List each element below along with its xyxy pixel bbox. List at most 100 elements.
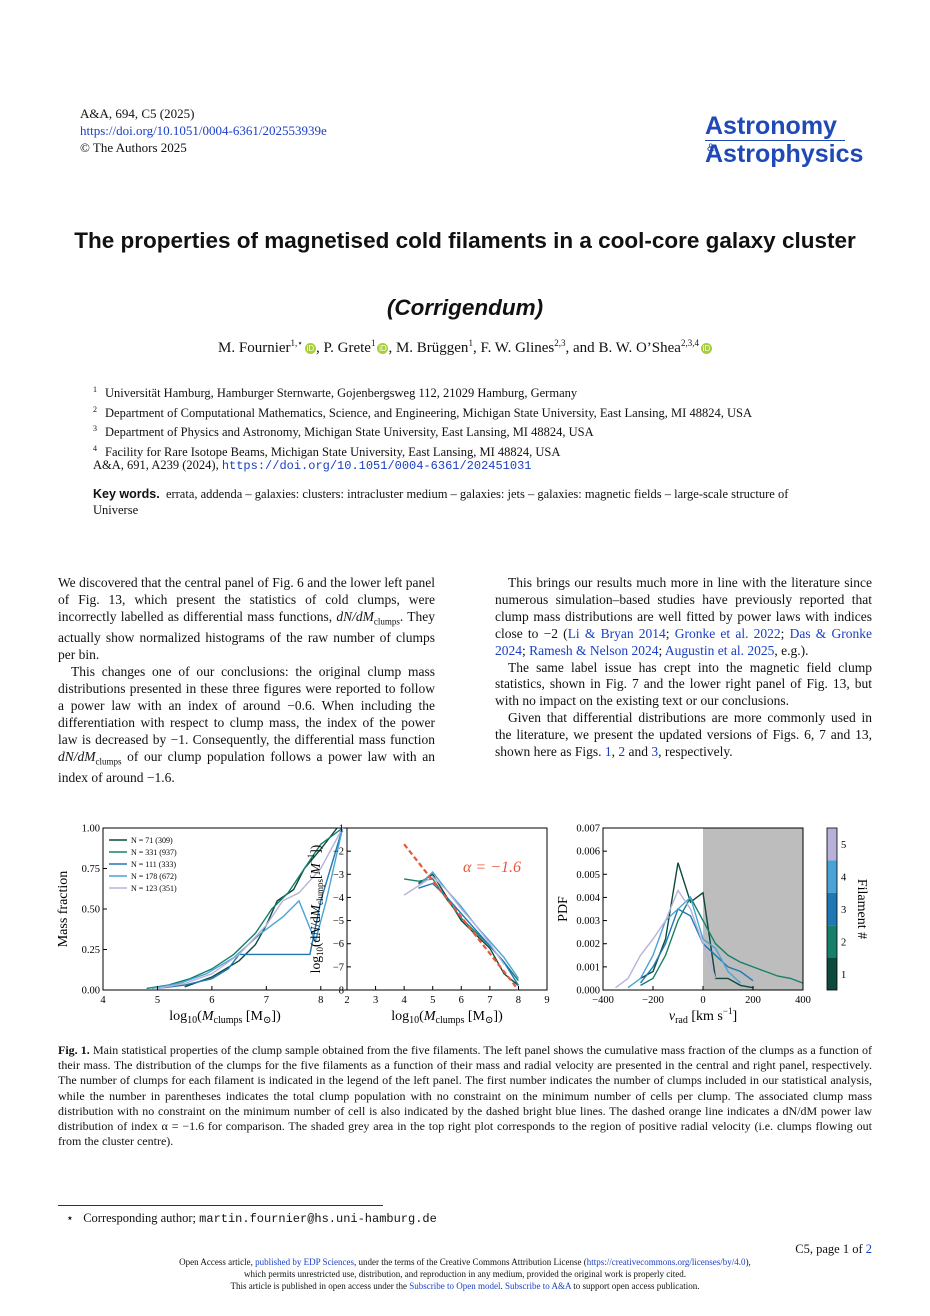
x-tick-label: −200: [642, 995, 664, 1006]
affiliations: 1 Universität Hamburg, Hamburger Sternwar…: [93, 382, 752, 461]
author-email[interactable]: martin.fournier@hs.uni-hamburg.de: [199, 1212, 437, 1226]
legend-label: N = 111 (333): [131, 860, 176, 869]
y-tick-label: −6: [333, 939, 344, 950]
author: M. Fournier1,⋆iD: [218, 338, 316, 356]
orcid-icon[interactable]: iD: [377, 343, 389, 354]
y-tick-label: 0.007: [576, 824, 600, 835]
x-tick-label: −400: [592, 995, 614, 1006]
right-column: This brings our results much more in lin…: [495, 575, 872, 761]
y-tick-label: 0.006: [576, 847, 600, 858]
y-tick-label: −8: [333, 986, 344, 997]
x-tick-label: 8: [516, 995, 521, 1006]
left-xlabel: log10(Mclumps [M⊙]): [169, 1009, 281, 1026]
colorbar-tick-label: 5: [841, 840, 846, 851]
center-axes-frame: [346, 827, 548, 991]
center-panel: 2 3 4 5 6 7 8 9 −8 −7 −6 −5 −4 −3 −2 −1 α = −1.6 log10(…: [306, 824, 550, 1027]
journal-logo[interactable]: Astronomy & Astrophysics: [705, 112, 863, 168]
paper-title: The properties of magnetised cold filame…: [74, 228, 856, 253]
figure-link-1[interactable]: 1: [604, 744, 612, 760]
x-tick-label: 8: [318, 995, 323, 1006]
x-tick-label: 7: [264, 995, 269, 1006]
y-tick-label: 0.75: [82, 864, 100, 875]
y-tick-label: 0.50: [82, 905, 100, 916]
series-line: [184, 827, 338, 988]
series-line: [417, 870, 519, 979]
series-line: [151, 827, 344, 990]
series-line: [157, 827, 344, 990]
x-tick-label: 4: [402, 995, 408, 1006]
filament-colorbar: 1 2 3 4 5: [826, 827, 847, 991]
logo-astrophysics: Astrophysics: [705, 140, 864, 168]
center-ylabel: log10(dN/dMclumps[M−1]): [306, 845, 325, 974]
series-line: [146, 827, 344, 990]
colorbar-tick-label: 4: [841, 873, 847, 884]
figure-caption: Fig. 1. Main statistical properties of t…: [58, 1043, 872, 1149]
keywords-text: errata, addenda – galaxies: clusters: in…: [93, 487, 789, 517]
series-line: [639, 907, 754, 984]
x-tick-label: 3: [373, 995, 378, 1006]
y-tick-label: −3: [333, 870, 344, 881]
citation-link[interactable]: Ramesh & Nelson 2024: [529, 642, 659, 658]
affiliation: 2 Department of Computational Mathematics…: [93, 404, 752, 420]
colorbar-segment: [827, 828, 837, 861]
legend-label: N = 331 (937): [131, 848, 177, 857]
left-column: We discovered that the central panel of …: [58, 575, 435, 787]
orcid-icon[interactable]: iD: [700, 343, 712, 354]
y-tick-label: −5: [333, 916, 344, 927]
author: B. W. O’Shea2,3,4iD: [598, 338, 712, 356]
right-ylabel: PDF: [556, 896, 571, 922]
left-legend: N = 71 (309) N = 331 (937) N = 111 (333) N …: [109, 836, 177, 893]
legend-label: N = 178 (672): [131, 872, 177, 881]
orcid-icon[interactable]: iD: [304, 343, 316, 354]
author: F. W. Glines2,3: [480, 338, 566, 356]
legend-label: N = 71 (309): [131, 836, 173, 845]
affiliation: 4 Facility for Rare Isotope Beams, Michig…: [93, 443, 561, 460]
citation-link[interactable]: Das & Gronke 2024: [495, 625, 872, 658]
series-line: [403, 875, 505, 965]
y-tick-label: 0.003: [576, 916, 600, 927]
logo-ampersand: &: [707, 142, 715, 154]
paragraph: Given that differential distributions ar…: [495, 710, 872, 760]
power-law-fit-line: [403, 843, 520, 991]
x-tick-label: 5: [155, 995, 160, 1006]
edp-link[interactable]: published by EDP Sciences: [255, 1257, 355, 1267]
colorbar-segment: [827, 957, 837, 990]
citation-link[interactable]: Li & Bryan 2014: [567, 625, 666, 641]
doi-link[interactable]: https://doi.org/10.1051/0004-6361/202553…: [80, 123, 327, 138]
paragraph: This brings our results much more in lin…: [495, 575, 872, 658]
paper-subtitle: (Corrigendum): [386, 295, 544, 320]
center-xlabel: log10(Mclumps [M⊙]): [391, 1009, 503, 1026]
y-tick-label: 0.000: [576, 986, 600, 997]
total-pages-link[interactable]: 2: [865, 1242, 872, 1256]
citation-link[interactable]: Gronke et al. 2022: [674, 625, 781, 641]
left-panel: 4 5 6 7 80.000.250.500.751.00 N = 71 (309)N …: [56, 824, 349, 1026]
journal-header: A&A, 694, C5 (2025) https://doi.org/10.1…: [80, 105, 327, 156]
right-panel: −400 −200 0 200 400 0.000 0.001 0.002 0.003 0.004…: [556, 824, 869, 1027]
y-tick-label: −4: [333, 893, 345, 904]
y-tick-label: −1: [333, 824, 344, 835]
figure-link-2[interactable]: 2: [618, 744, 626, 760]
positive-velocity-shade: [703, 828, 803, 990]
subscribe-link[interactable]: Subscribe to A&A: [504, 1281, 571, 1291]
x-tick-label: 9: [544, 995, 549, 1006]
s2o-link[interactable]: Subscribe to Open model: [409, 1281, 501, 1291]
y-tick-label: 0.25: [82, 945, 100, 956]
x-tick-label: 200: [745, 995, 761, 1006]
original-doi-link[interactable]: https://doi.org/10.1051/0004-6361/202451…: [221, 459, 532, 473]
x-tick-label: 4: [100, 995, 106, 1006]
y-tick-label: 0.004: [576, 893, 600, 904]
x-tick-label: 6: [459, 995, 464, 1006]
colorbar-segment: [827, 925, 837, 958]
colorbar-tick-label: 1: [841, 970, 846, 981]
colorbar-tick-label: 2: [841, 937, 846, 948]
alpha-annotation: α = −1.6: [463, 859, 521, 876]
author: P. Grete1iD: [323, 338, 389, 356]
x-tick-label: 6: [209, 995, 214, 1006]
citation-link[interactable]: Augustin et al. 2025: [664, 642, 775, 658]
logo-rule: [705, 140, 845, 141]
series-line: [627, 896, 741, 989]
series-line: [615, 889, 717, 989]
figure-link-3[interactable]: 3: [651, 744, 659, 760]
left-ylabel: Mass fraction: [56, 871, 71, 948]
license-link[interactable]: https://creativecommons.org/licenses/by/…: [586, 1257, 746, 1267]
